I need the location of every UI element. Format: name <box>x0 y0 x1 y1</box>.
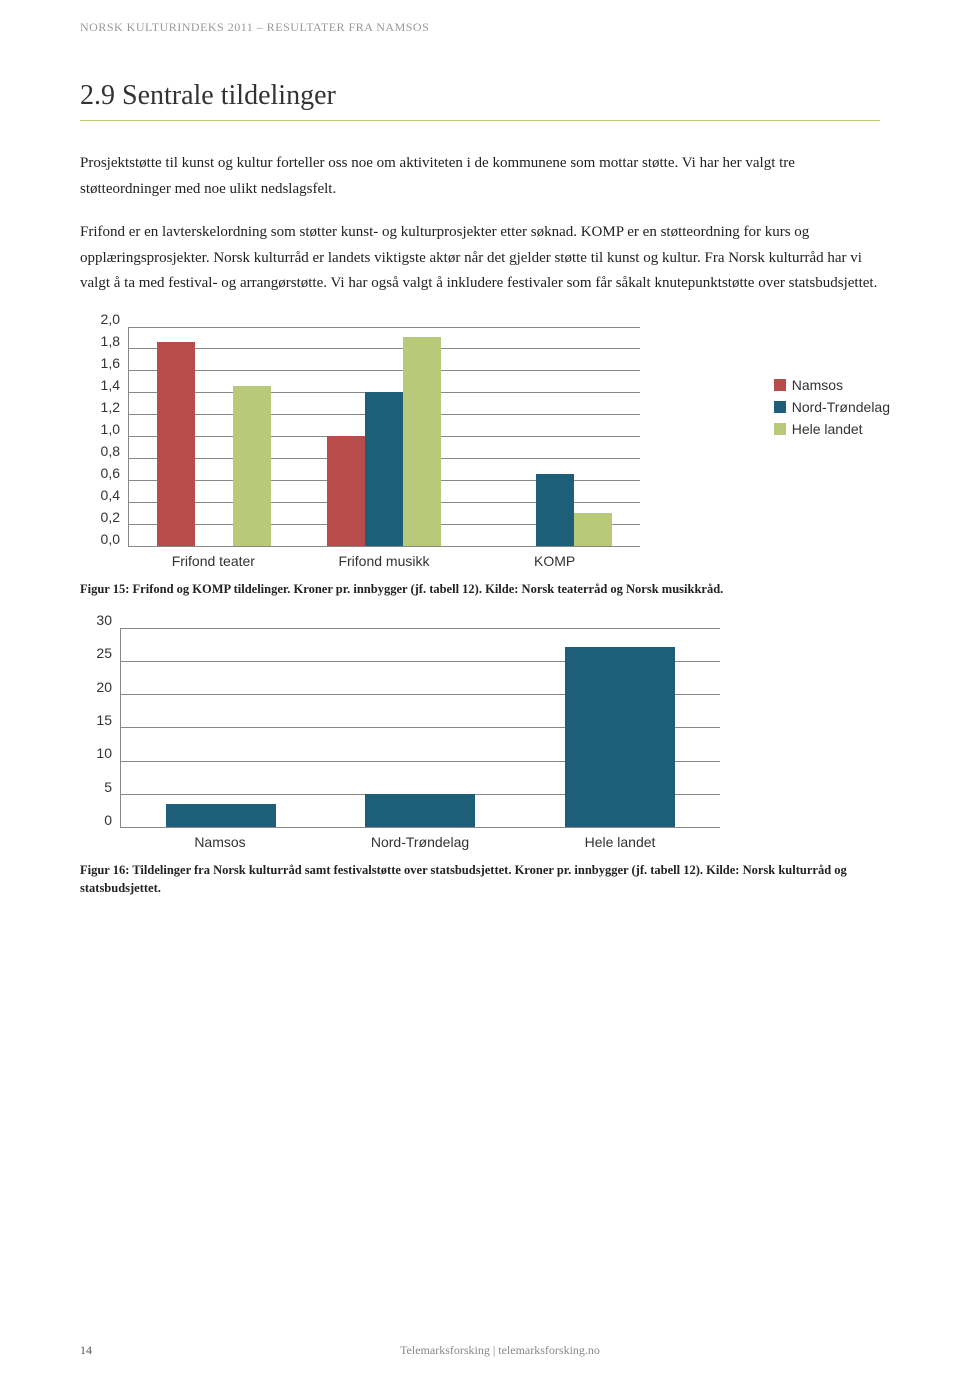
legend-label: Nord-Trøndelag <box>792 399 890 415</box>
bar <box>403 337 441 546</box>
bar <box>233 386 271 546</box>
bar <box>365 794 475 827</box>
x-label: Nord-Trøndelag <box>330 834 510 850</box>
footer-text: Telemarksforsking | telemarksforsking.no <box>120 1343 880 1358</box>
bar-group <box>565 628 675 827</box>
page-footer: 14 Telemarksforsking | telemarksforsking… <box>0 1343 960 1358</box>
legend-item: Nord-Trøndelag <box>774 399 890 415</box>
page-number: 14 <box>80 1343 120 1358</box>
bar <box>166 804 276 827</box>
bar-group <box>166 628 276 827</box>
chart-frifond-komp: 2,01,81,61,41,21,00,80,60,40,20,0 Frifon… <box>80 327 880 569</box>
legend-label: Hele landet <box>792 421 863 437</box>
legend-item: Namsos <box>774 377 890 393</box>
caption-figur-15: Figur 15: Frifond og KOMP tildelinger. K… <box>80 581 880 599</box>
bar <box>327 436 365 546</box>
paragraph-1: Prosjektstøtte til kunst og kultur forte… <box>80 151 880 202</box>
bar <box>365 392 403 546</box>
bar <box>574 513 612 546</box>
bar <box>565 647 675 827</box>
page-header: NORSK KULTURINDEKS 2011 – RESULTATER FRA… <box>80 20 880 35</box>
bar-group <box>498 327 612 546</box>
x-label: Hele landet <box>530 834 710 850</box>
section-title: 2.9 Sentrale tildelinger <box>80 80 880 121</box>
x-label: Namsos <box>130 834 310 850</box>
chart1-legend: Namsos Nord-Trøndelag Hele landet <box>774 377 890 443</box>
legend-swatch <box>774 423 786 435</box>
bar-group <box>157 327 271 546</box>
bar-group <box>365 628 475 827</box>
x-label: KOMP <box>495 553 615 569</box>
bar-group <box>327 327 441 546</box>
x-label: Frifond teater <box>153 553 273 569</box>
legend-item: Hele landet <box>774 421 890 437</box>
legend-swatch <box>774 379 786 391</box>
chart-kulturrad: 302520151050 NamsosNord-TrøndelagHele la… <box>80 628 880 850</box>
legend-swatch <box>774 401 786 413</box>
bar <box>157 342 195 546</box>
legend-label: Namsos <box>792 377 843 393</box>
bar <box>536 474 574 546</box>
paragraph-2: Frifond er en lavterskelordning som støt… <box>80 220 880 297</box>
x-label: Frifond musikk <box>324 553 444 569</box>
caption-figur-16: Figur 16: Tildelinger fra Norsk kulturrå… <box>80 862 880 897</box>
